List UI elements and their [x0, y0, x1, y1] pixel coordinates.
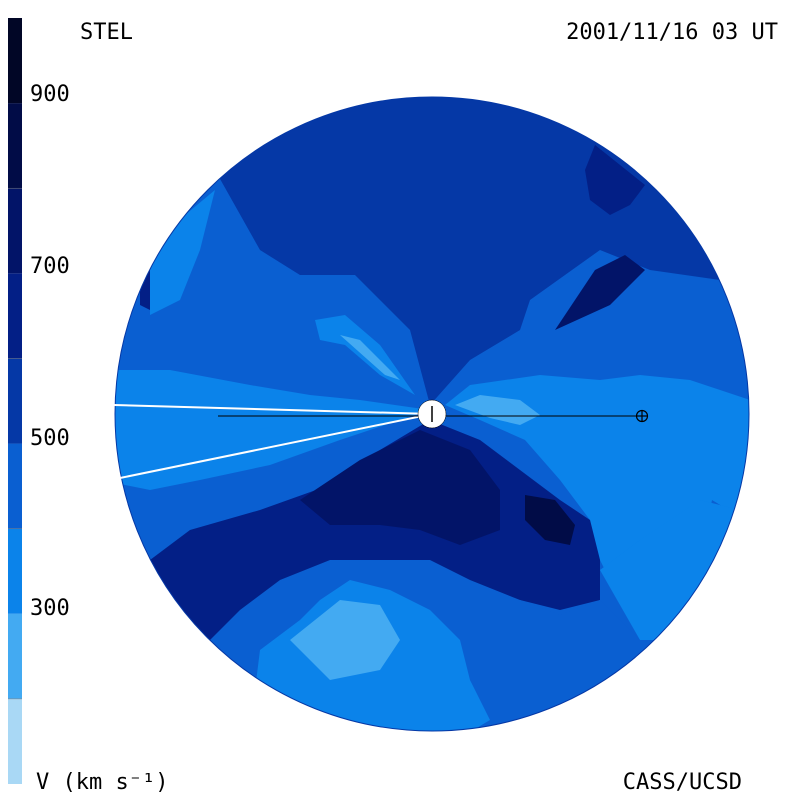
- white-track-line-2: [119, 413, 433, 479]
- colorbar-tick-500: 500: [30, 426, 70, 451]
- colorbar-band-400: [8, 528, 22, 614]
- contour-right-800: [555, 255, 645, 330]
- contour-lower-800: [300, 430, 500, 545]
- colorbar-band-900: [8, 103, 22, 189]
- contour-upper-600: [200, 97, 749, 405]
- contour-left-400: [115, 370, 430, 490]
- colorbar-band-1000: [8, 18, 22, 104]
- contour-topright-700: [585, 145, 645, 215]
- disk-outline: [114, 96, 750, 732]
- colorbar-tick-700: 700: [30, 254, 70, 279]
- colorbar-band-200: [8, 698, 22, 784]
- colorbar-tick-300: 300: [30, 596, 70, 621]
- contour-right-300: [455, 395, 540, 425]
- contour-upper-300-wedge: [340, 335, 400, 380]
- velocity-colorbar: [8, 18, 22, 784]
- instrument-label: STEL: [80, 20, 133, 45]
- datetime-label: 2001/11/16 03 UT: [566, 20, 778, 45]
- earth-icon: [635, 409, 649, 423]
- white-track-line-1: [113, 404, 433, 415]
- colorbar-band-300: [8, 613, 22, 699]
- colorbar-band-600: [8, 358, 22, 444]
- quantity-label: V (km s⁻¹): [36, 770, 169, 795]
- colorbar-tick-900: 900: [30, 82, 70, 107]
- credit-label: CASS/UCSD: [622, 770, 742, 795]
- colorbar-band-700: [8, 273, 22, 359]
- contour-bottom-500: [470, 600, 640, 730]
- contour-lower-900: [525, 495, 575, 545]
- contour-bottom-300: [290, 600, 400, 680]
- colorbar-band-800: [8, 188, 22, 274]
- velocity-contours: [115, 97, 749, 731]
- contour-upperleft-400: [150, 190, 215, 315]
- colorbar-band-500: [8, 443, 22, 529]
